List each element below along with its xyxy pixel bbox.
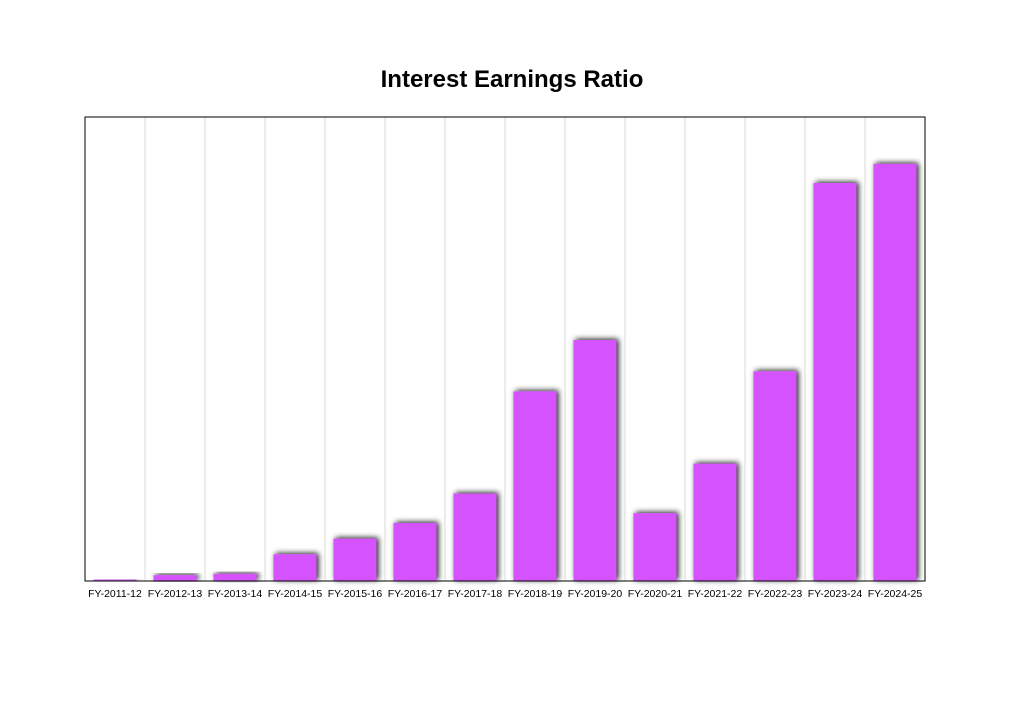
x-tick-label: FY-2024-25 (868, 588, 923, 600)
x-tick-label: FY-2013-14 (208, 588, 263, 600)
x-tick-label: FY-2019-20 (568, 588, 623, 600)
bar-fy-2018-19 (513, 391, 557, 581)
bars (93, 163, 917, 581)
x-tick-label: FY-2022-23 (748, 588, 803, 600)
x-tick-label: FY-2011-12 (88, 588, 142, 600)
x-tick-labels: FY-2011-12 FY-2012-13 FY-2013-14 FY-2014-15… (88, 588, 922, 600)
x-tick-label: FY-2014-15 (268, 588, 323, 600)
bar-fy-2022-23 (753, 371, 797, 581)
plot-frame (84, 116, 926, 582)
bar-fy-2012-13 (153, 575, 197, 581)
bar-fy-2015-16 (333, 538, 377, 581)
x-tick-label: FY-2017-18 (448, 588, 503, 600)
bar-fy-2011-12 (93, 579, 137, 581)
x-tick-label: FY-2012-13 (148, 588, 203, 600)
bar-fy-2020-21 (633, 513, 677, 581)
bar-fy-2014-15 (273, 554, 317, 581)
x-tick-label: FY-2021-22 (688, 588, 743, 600)
bar-fy-2013-14 (213, 573, 257, 581)
bar-fy-2017-18 (453, 493, 497, 581)
gridlines (144, 117, 866, 581)
x-tick-label: FY-2023-24 (808, 588, 863, 600)
bar-fy-2021-22 (693, 463, 737, 581)
x-tick-label: FY-2020-21 (628, 588, 683, 600)
x-tick-label: FY-2015-16 (328, 588, 383, 600)
bar-fy-2019-20 (573, 340, 617, 581)
bar-fy-2016-17 (393, 523, 437, 581)
bar-fy-2024-25 (873, 163, 917, 581)
bar-fy-2023-24 (813, 183, 857, 581)
x-tick-label: FY-2016-17 (388, 588, 443, 600)
chart-title: Interest Earnings Ratio (380, 66, 644, 93)
x-tick-label: FY-2018-19 (508, 588, 563, 600)
